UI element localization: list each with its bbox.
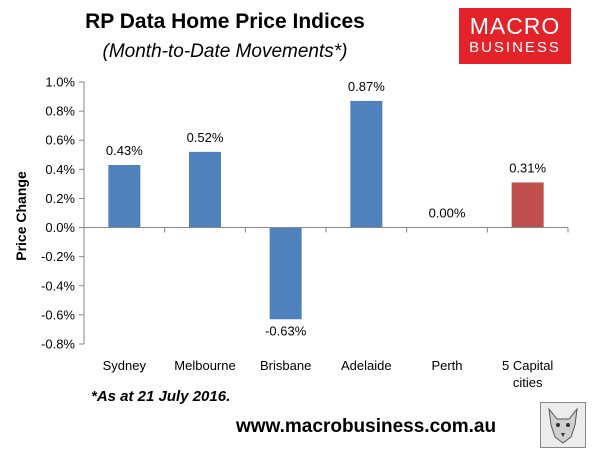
macro-business-logo: MACRO BUSINESS — [459, 8, 571, 64]
data-label: 0.43% — [106, 143, 143, 158]
x-tick-label: 5 Capital — [502, 358, 553, 373]
data-label: 0.87% — [348, 79, 385, 94]
y-tick-label: -0.6% — [41, 307, 75, 322]
footnote: *As at 21 July 2016. — [91, 388, 231, 405]
chart-subtitle: (Month-to-Date Movements*) — [102, 41, 348, 62]
x-tick-label: Melbourne — [174, 358, 235, 373]
bar — [189, 151, 221, 228]
y-tick-label: 0.2% — [45, 191, 75, 206]
y-tick-label: 0.8% — [45, 104, 75, 119]
data-label: -0.63% — [265, 323, 307, 338]
data-label: 0.00% — [429, 206, 466, 221]
y-tick-label: 0.0% — [45, 220, 75, 235]
logo-line-2: BUSINESS — [469, 39, 561, 56]
bar — [511, 182, 544, 228]
y-tick-label: 0.4% — [45, 162, 75, 177]
y-tick-label: -0.8% — [41, 337, 75, 352]
y-tick-label: -0.4% — [41, 278, 75, 293]
y-tick-label: 0.6% — [45, 133, 75, 148]
bar — [269, 227, 302, 320]
x-tick-label: Sydney — [103, 358, 147, 373]
data-label: 0.31% — [509, 160, 546, 175]
chart-title: RP Data Home Price Indices — [85, 10, 365, 33]
x-tick-label: cities — [513, 375, 543, 390]
website-url: www.macrobusiness.com.au — [236, 416, 497, 437]
bar — [350, 100, 383, 228]
logo-line-1: MACRO — [469, 13, 561, 39]
x-tick-label: Adelaide — [341, 358, 392, 373]
y-tick-label: -0.2% — [41, 249, 75, 264]
data-label: 0.52% — [187, 130, 224, 145]
wolf-logo-icon — [540, 402, 586, 448]
x-tick-label: Perth — [431, 358, 462, 373]
bar — [108, 164, 141, 228]
x-tick-label: Brisbane — [260, 358, 311, 373]
y-tick-label: 1.0% — [45, 75, 75, 90]
